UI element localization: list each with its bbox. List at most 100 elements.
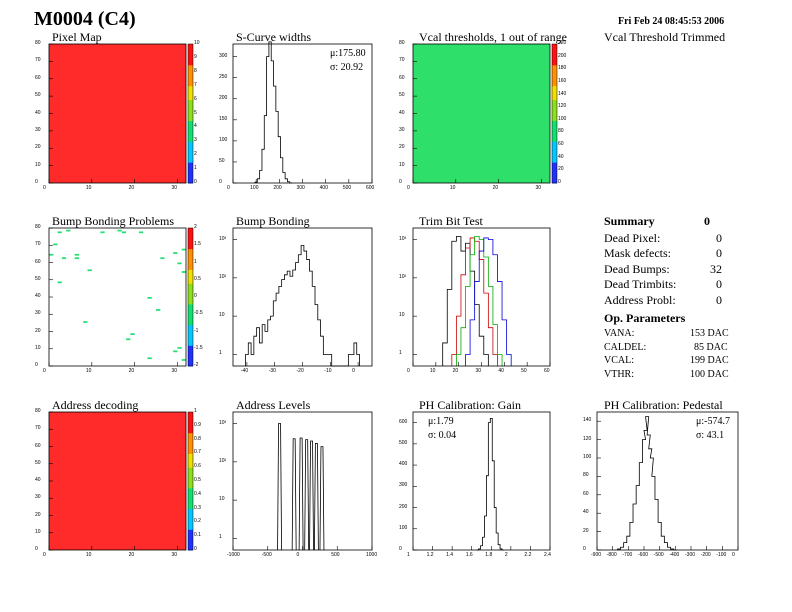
colorbar-tick-label: 40 bbox=[558, 153, 564, 160]
histogram-line bbox=[616, 416, 677, 551]
plot-title: Address Levels bbox=[236, 398, 311, 412]
y-tick-label: 10³ bbox=[219, 419, 227, 426]
colorbar-segment bbox=[188, 324, 193, 332]
colorbar-tick-label: 120 bbox=[558, 103, 567, 110]
colorbar-segment bbox=[188, 127, 193, 135]
colorbar-segment bbox=[188, 317, 193, 326]
colorbar-segment bbox=[552, 148, 557, 156]
problem-pixel bbox=[57, 231, 62, 234]
plot-title: PH Calibration: Gain bbox=[419, 398, 521, 412]
x-tick-label: 0 bbox=[43, 185, 46, 191]
plot-title: S-Curve widths bbox=[236, 30, 311, 44]
y-tick-label: 20 bbox=[35, 327, 41, 334]
peak-line bbox=[304, 439, 310, 551]
y-tick-label: 30 bbox=[35, 310, 41, 317]
colorbar-segment bbox=[188, 529, 193, 537]
colorbar-segment bbox=[188, 228, 193, 236]
colorbar-segment bbox=[188, 99, 193, 108]
plot-frame bbox=[48, 227, 187, 367]
colorbar-tick-label: 60 bbox=[558, 141, 564, 148]
colorbar-segment bbox=[552, 44, 557, 52]
colorbar-segment bbox=[188, 412, 193, 420]
colorbar-segment bbox=[188, 155, 193, 163]
colorbar-tick-label: 10 bbox=[194, 40, 200, 46]
colorbar-segment bbox=[188, 57, 193, 66]
summary-dead-bumps-value: 32 bbox=[710, 262, 722, 276]
colorbar-segment bbox=[188, 338, 193, 346]
summary-address-probl-value: 0 bbox=[716, 293, 722, 307]
plot-title: Trim Bit Test bbox=[419, 214, 483, 228]
colorbar-tick-label: 1 bbox=[194, 165, 197, 172]
bump-problems-plot bbox=[48, 227, 194, 367]
y-tick-label: 80 bbox=[583, 472, 589, 479]
stat-sigma: σ: 43.1 bbox=[696, 430, 725, 441]
y-tick-label: 10² bbox=[219, 273, 227, 280]
colorbar-segment bbox=[188, 234, 193, 243]
summary-dead-pixel-value: 0 bbox=[716, 231, 722, 245]
x-tick-label: 10 bbox=[449, 185, 456, 191]
vcal-thresholds-plot bbox=[412, 43, 558, 184]
peak-line bbox=[298, 437, 304, 551]
colorbar-segment bbox=[552, 176, 557, 184]
plot-title: Pixel Map bbox=[52, 30, 102, 44]
colorbar-segment bbox=[188, 345, 193, 353]
problem-pixel bbox=[49, 253, 54, 256]
colorbar-tick-label: 0.9 bbox=[194, 421, 201, 428]
colorbar-segment bbox=[188, 331, 193, 339]
colorbar-segment bbox=[188, 64, 193, 73]
y-tick-label: 60 bbox=[399, 74, 405, 81]
x-tick-label: -700 bbox=[622, 552, 633, 558]
colorbar-segment bbox=[552, 78, 557, 87]
colorbar-tick-label: 2 bbox=[194, 224, 197, 230]
colorbar-segment bbox=[188, 508, 193, 516]
bump-bonding-plot bbox=[232, 227, 373, 367]
colorbar-segment bbox=[188, 474, 193, 482]
colorbar-segment bbox=[552, 85, 557, 94]
y-tick-label: 10² bbox=[399, 273, 407, 280]
colorbar-tick-label: 7 bbox=[194, 81, 197, 88]
plot-title: Address decoding bbox=[52, 398, 139, 412]
colorbar-tick-label: -2 bbox=[194, 362, 199, 368]
colorbar-segment bbox=[188, 50, 193, 59]
colorbar-tick-label: -0.5 bbox=[194, 310, 203, 317]
x-tick-label: -100 bbox=[716, 552, 727, 558]
y-tick-label: 70 bbox=[35, 241, 41, 248]
y-tick-label: 1 bbox=[219, 350, 222, 357]
colorbar-segment bbox=[188, 141, 193, 149]
colorbar-segment bbox=[552, 169, 557, 177]
op-caldel-label: CALDEL: bbox=[604, 342, 647, 353]
colorbar-segment bbox=[188, 515, 193, 523]
colorbar-tick-label: 0.3 bbox=[194, 504, 201, 511]
problem-pixel bbox=[100, 231, 105, 234]
x-tick-label: 2.2 bbox=[524, 552, 532, 558]
colorbar-tick-label: 4 bbox=[194, 123, 197, 130]
plot-frame bbox=[596, 411, 739, 551]
plot-title: PH Calibration: Pedestal bbox=[604, 398, 723, 412]
colorbar-segment bbox=[552, 106, 557, 114]
problem-pixel bbox=[160, 257, 165, 260]
y-tick-label: 10 bbox=[35, 528, 41, 535]
y-tick-label: 60 bbox=[35, 442, 41, 449]
colorbar-tick-label: 0 bbox=[558, 179, 561, 185]
heatmap-fill bbox=[49, 44, 186, 183]
y-tick-label: 200 bbox=[219, 94, 228, 101]
colorbar-segment bbox=[188, 44, 193, 52]
colorbar-segment bbox=[188, 241, 193, 250]
colorbar-tick-label: 3 bbox=[194, 137, 197, 144]
x-tick-label: 30 bbox=[475, 368, 482, 374]
y-tick-label: 0 bbox=[399, 179, 402, 185]
x-tick-label: 30 bbox=[171, 552, 177, 558]
problem-pixel bbox=[173, 252, 178, 254]
histogram-line bbox=[245, 245, 360, 367]
colorbar-segment bbox=[188, 501, 193, 510]
colorbar-segment bbox=[188, 467, 193, 475]
x-tick-label: 0 bbox=[352, 368, 355, 374]
stat-mean: μ:175.80 bbox=[330, 48, 366, 59]
colorbar-tick-label: 0.7 bbox=[194, 449, 201, 456]
colorbar-segment bbox=[188, 262, 193, 270]
plot-title: Vcal Threshold Trimmed bbox=[604, 30, 726, 44]
summary-dead-trimbits-value: 0 bbox=[716, 277, 722, 291]
problem-pixel bbox=[74, 253, 79, 256]
y-tick-label: 300 bbox=[399, 482, 408, 489]
